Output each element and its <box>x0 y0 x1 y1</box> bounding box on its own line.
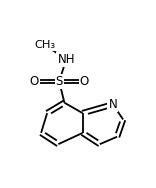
Text: O: O <box>29 75 39 88</box>
Text: NH: NH <box>57 53 75 66</box>
Text: N: N <box>108 98 117 111</box>
Text: S: S <box>56 75 63 88</box>
Text: CH₃: CH₃ <box>35 40 56 50</box>
Text: O: O <box>80 75 89 88</box>
